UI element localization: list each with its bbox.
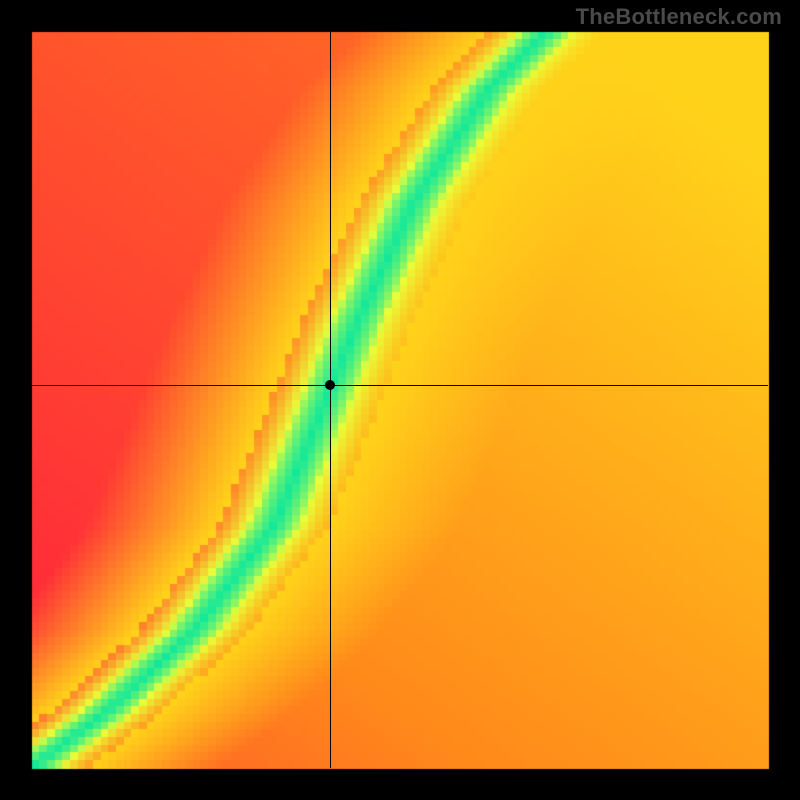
chart-container: TheBottleneck.com <box>0 0 800 800</box>
crosshair-horizontal <box>32 385 768 386</box>
crosshair-vertical <box>330 32 331 768</box>
heatmap-canvas <box>0 0 800 800</box>
crosshair-marker <box>325 380 335 390</box>
watermark-text: TheBottleneck.com <box>576 4 782 30</box>
